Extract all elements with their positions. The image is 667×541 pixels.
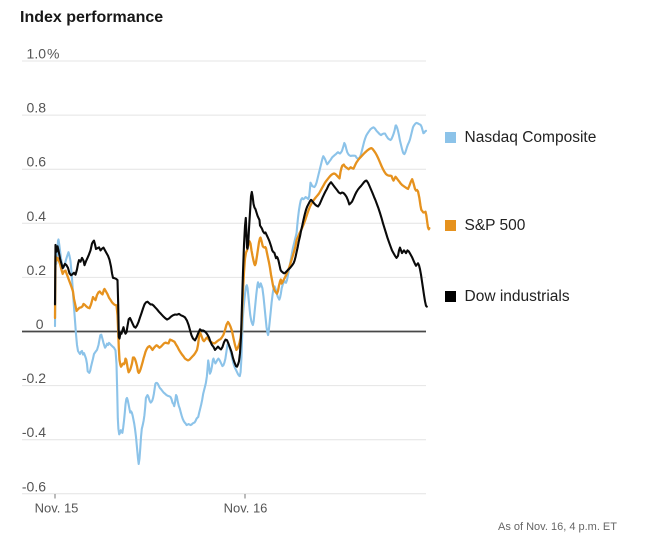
svg-text:0.6: 0.6	[27, 154, 47, 170]
svg-text:Nov. 15: Nov. 15	[35, 501, 79, 516]
svg-text:0.8: 0.8	[27, 100, 47, 116]
svg-text:0: 0	[36, 316, 44, 332]
svg-text:0.2: 0.2	[27, 262, 47, 278]
svg-text:1.0: 1.0	[27, 46, 47, 62]
svg-text:-0.2: -0.2	[22, 370, 46, 386]
svg-text:0.4: 0.4	[27, 208, 47, 224]
svg-text:%: %	[47, 46, 59, 62]
svg-text:-0.4: -0.4	[22, 424, 46, 440]
svg-text:-0.6: -0.6	[22, 478, 46, 494]
svg-text:Nov. 16: Nov. 16	[224, 501, 268, 516]
